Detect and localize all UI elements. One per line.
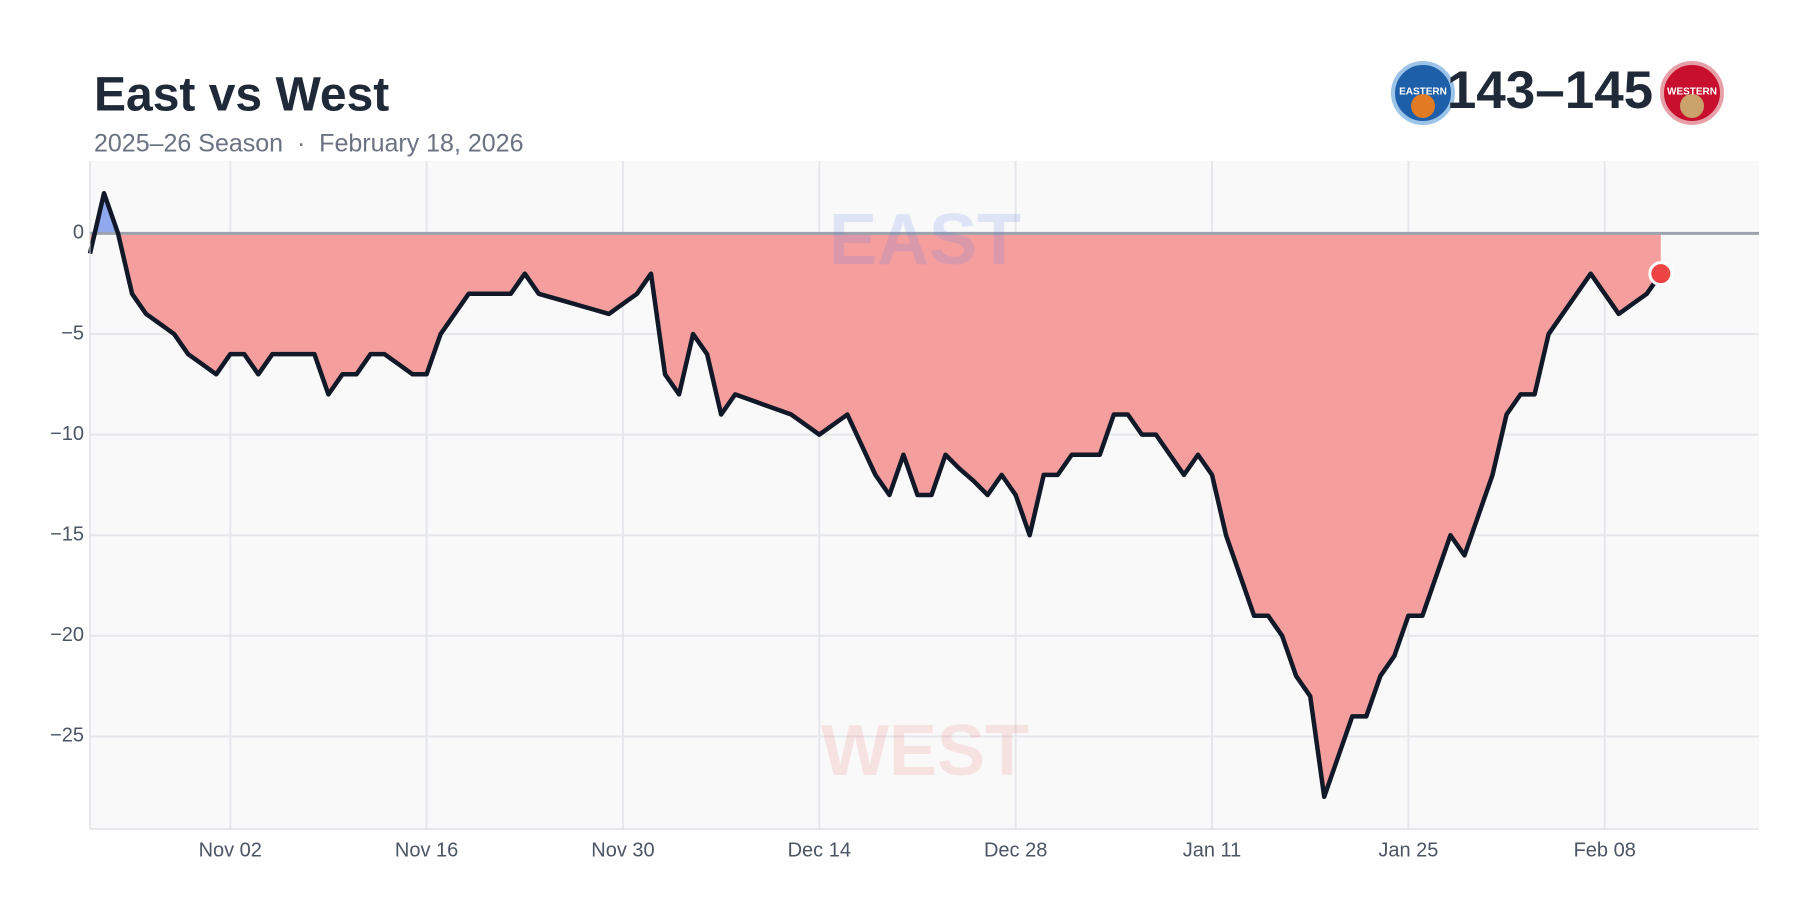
x-tick-label: Nov 02 (199, 839, 262, 861)
east-logo: EASTERN (1391, 61, 1455, 125)
chart-subtitle: 2025–26 Season · February 18, 2026 (94, 130, 523, 158)
x-tick-label: Nov 30 (591, 839, 654, 861)
area-below (90, 233, 1661, 797)
y-tick-label: −25 (50, 725, 84, 747)
x-tick-label: Dec 14 (788, 839, 851, 861)
east-logo-text: EASTERN (1399, 87, 1447, 98)
x-tick-label: Jan 11 (1183, 839, 1242, 861)
x-tick-label: Feb 08 (1574, 839, 1636, 861)
last-point-marker (1648, 261, 1674, 287)
y-tick-label: 0 (73, 222, 84, 244)
west-logo-text: WESTERN (1667, 87, 1717, 98)
y-tick-label: −15 (50, 524, 84, 546)
score: 143–145 (1447, 61, 1653, 120)
chart-title: East vs West (94, 69, 389, 122)
west-watermark: WEST (821, 711, 1029, 791)
west-logo: WESTERN (1660, 61, 1724, 125)
line (87, 190, 1663, 800)
x-tick-label: Nov 16 (395, 839, 458, 861)
x-tick-label: Jan 25 (1378, 839, 1438, 861)
y-tick-label: −10 (50, 423, 84, 445)
x-tick-label: Dec 28 (984, 839, 1047, 861)
y-tick-label: −20 (50, 624, 84, 646)
east-watermark: EAST (829, 200, 1021, 280)
y-tick-label: −5 (61, 322, 84, 344)
